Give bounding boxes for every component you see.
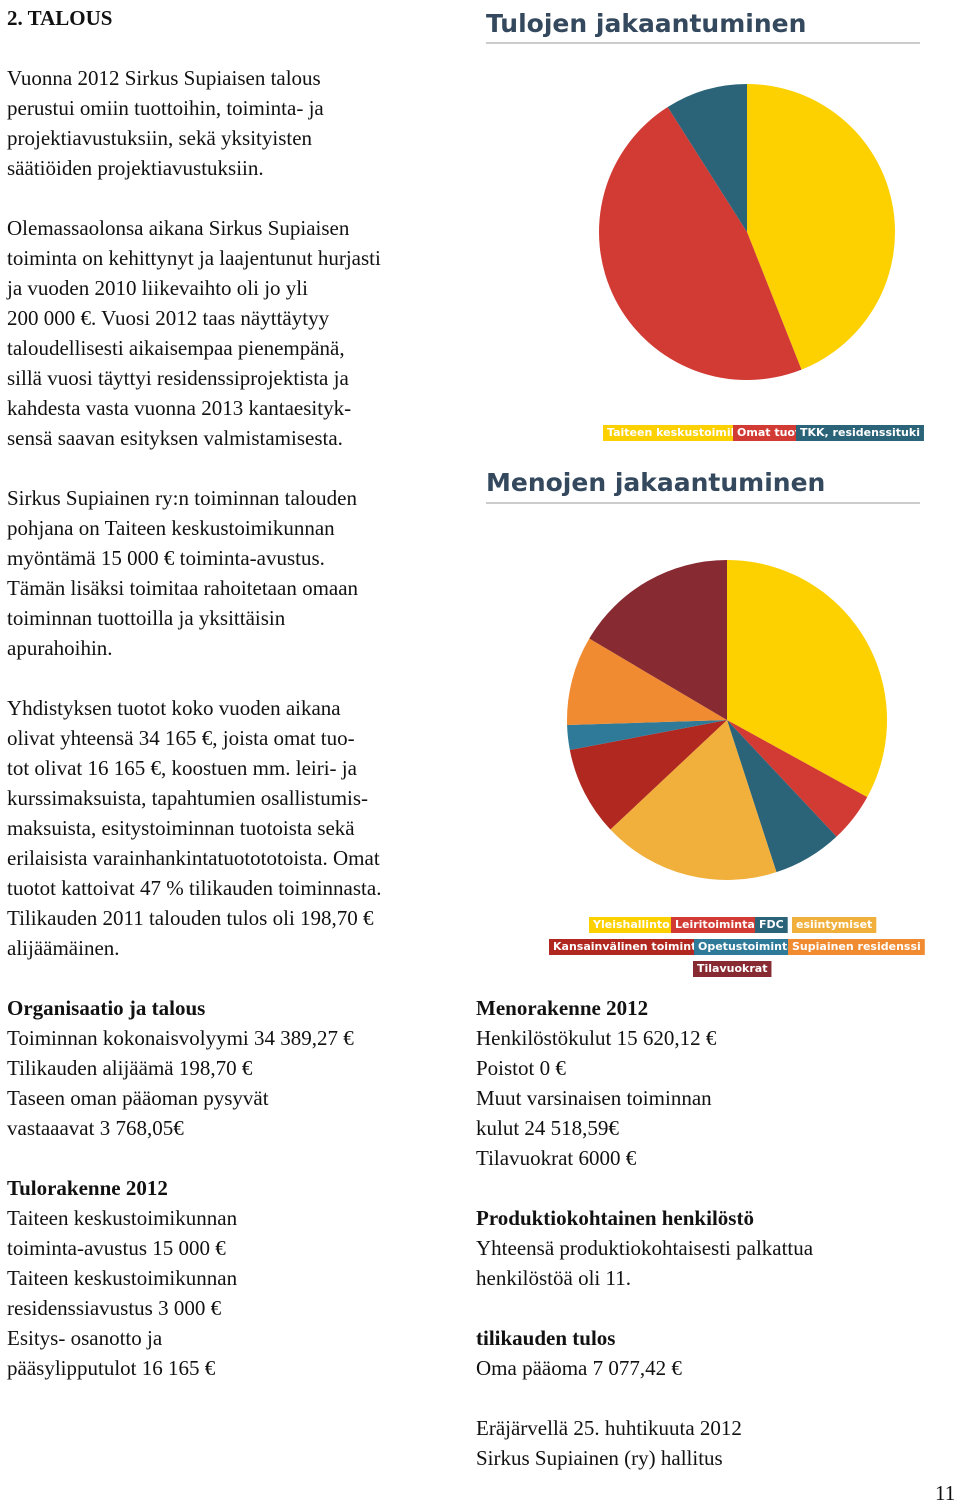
legend-label: esiintymiset <box>796 918 872 931</box>
pie-slice <box>667 84 747 232</box>
legend-swatch <box>589 917 674 933</box>
pie-slice <box>567 720 727 750</box>
text-line: Tämän lisäksi toimitaa rahoitetaan omaan <box>7 576 359 600</box>
text-line: Muut varsinaisen toiminnan <box>476 1086 712 1110</box>
legend-label: Kansainvälinen toiminta <box>553 940 704 953</box>
text-line: kahdesta vasta vuonna 2013 kantaesityk- <box>7 396 351 420</box>
text-line: tuotot kattoivat 47 % tilikauden toiminn… <box>7 876 381 900</box>
text-line: Taiteen keskustoimikunnan <box>7 1206 238 1230</box>
text-line: Esitys- osanotto ja <box>7 1326 163 1350</box>
text-line: henkilöstöä oli 11. <box>476 1266 631 1290</box>
text-line: 200 000 €. Vuosi 2012 taas näyttäytyy <box>7 306 330 330</box>
pie-slice <box>727 720 837 873</box>
pie-slice <box>567 638 727 726</box>
text-line: toiminta-avustus 15 000 € <box>7 1236 226 1260</box>
text-line: Vuonna 2012 Sirkus Supiaisen talous <box>7 66 321 90</box>
legend-swatch <box>755 917 788 933</box>
section-title: Tulorakenne 2012 <box>7 1176 168 1200</box>
legend-label: TKK, residenssituki <box>800 426 920 439</box>
legend-label: Yleishallinto <box>592 918 670 931</box>
text-line: projektiavustuksiin, sekä yksityisten <box>7 126 313 150</box>
text-line: taloudellisesti aikaisempaa pienempänä, <box>7 336 345 360</box>
text-line: perustui omiin tuottoihin, toiminta- ja <box>7 96 324 120</box>
legend-swatch <box>603 425 771 441</box>
text-line: Sirkus Supiainen ry:n toiminnan talouden <box>7 486 357 510</box>
text-line: Yhteensä produktiokohtaisesti palkattua <box>476 1236 814 1260</box>
text-line: Henkilöstökulut 15 620,12 € <box>476 1026 717 1050</box>
text-line: Poistot 0 € <box>476 1056 566 1080</box>
section-title: Organisaatio ja talous <box>7 996 205 1020</box>
text-line: ja vuoden 2010 liikevaihto oli jo yli <box>6 276 308 300</box>
pie-slice <box>747 84 896 370</box>
text-line: Taseen oman pääoman pysyvät <box>7 1086 269 1110</box>
pie-slice <box>599 107 802 381</box>
text-line: olivat yhteensä 34 165 €, joista omat tu… <box>7 726 355 750</box>
text-line: sensä saavan esityksen valmistamisesta. <box>7 426 343 450</box>
text-line: Sirkus Supiainen (ry) hallitus <box>476 1446 723 1470</box>
pie-slice <box>569 720 727 830</box>
text-line: vastaaavat 3 768,05€ <box>7 1116 184 1140</box>
legend-label: Supiainen residenssi <box>792 940 921 953</box>
text-line: sillä vuosi täyttyi residenssiprojektist… <box>7 366 349 390</box>
legend-swatch <box>694 939 799 955</box>
legend-swatch <box>788 939 925 955</box>
text-line: Tilavuokrat 6000 € <box>476 1146 637 1170</box>
text-line: Oma pääoma 7 077,42 € <box>476 1356 682 1380</box>
pie-slice <box>610 720 777 880</box>
legend-label: Tilavuokrat <box>697 962 767 975</box>
text-line: pohjana on Taiteen keskustoimikunnan <box>7 516 335 540</box>
text-line: maksuista, esitystoiminnan tuotoista sek… <box>7 816 355 840</box>
text-line: toiminnan tuottoilla ja yksittäisin <box>7 606 286 630</box>
legend-label: Leiritoiminta <box>675 918 755 931</box>
legend-swatch <box>796 425 924 441</box>
text-line: alijäämäinen. <box>7 936 120 960</box>
legend-swatch <box>671 917 759 933</box>
chart-title: Menojen jakaantuminen <box>486 468 825 497</box>
page-number: 11 <box>935 1481 955 1504</box>
legend-label: FDC <box>759 918 784 931</box>
legend-swatch <box>549 939 708 955</box>
heading: 2. TALOUS <box>7 6 112 30</box>
legend-label: Opetustoiminta <box>698 940 795 953</box>
text-line: myöntämä 15 000 € toiminta-avustus. <box>7 546 325 570</box>
pie-slice <box>727 720 868 837</box>
legend-swatch <box>693 961 772 977</box>
text-line: Toiminnan kokonaisvolyymi 34 389,27 € <box>7 1026 354 1050</box>
text-line: Taiteen keskustoimikunnan <box>7 1266 238 1290</box>
text-line: apurahoihin. <box>7 636 113 660</box>
text-line: Yhdistyksen tuotot koko vuoden aikana <box>7 696 341 720</box>
text-line: pääsylipputulot 16 165 € <box>7 1356 216 1380</box>
legend-label: Omat tuotot <box>737 426 813 439</box>
text-line: kurssimaksuista, tapahtumien osallistumi… <box>7 786 368 810</box>
text-line: erilaisista varainhankintatuotototoista.… <box>7 846 380 870</box>
text-line: tot olivat 16 165 €, koostuen mm. leiri-… <box>7 756 358 780</box>
text-line: Tilikauden alijäämä 198,70 € <box>7 1056 253 1080</box>
legend-swatch <box>792 917 877 933</box>
pie-slice <box>589 560 727 720</box>
section-title: Menorakenne 2012 <box>476 996 648 1020</box>
text-line: Tilikauden 2011 talouden tulos oli 198,7… <box>7 906 374 930</box>
text-line: kulut 24 518,59€ <box>476 1116 619 1140</box>
text-line: toiminta on kehittynyt ja laajentunut hu… <box>7 246 381 270</box>
section-title: Produktiokohtainen henkilöstö <box>476 1206 754 1230</box>
legend-label: Taiteen keskustoimikunta <box>607 426 766 439</box>
text-line: Eräjärvellä 25. huhtikuuta 2012 <box>476 1416 742 1440</box>
pie-slice <box>727 560 888 798</box>
section-title: tilikauden tulos <box>476 1326 615 1350</box>
text-line: säätiöiden projektiavustuksiin. <box>7 156 264 180</box>
text-line: Olemassaolonsa aikana Sirkus Supiaisen <box>7 216 350 240</box>
text-line: residenssiavustus 3 000 € <box>7 1296 222 1320</box>
chart-title: Tulojen jakaantuminen <box>486 9 806 38</box>
